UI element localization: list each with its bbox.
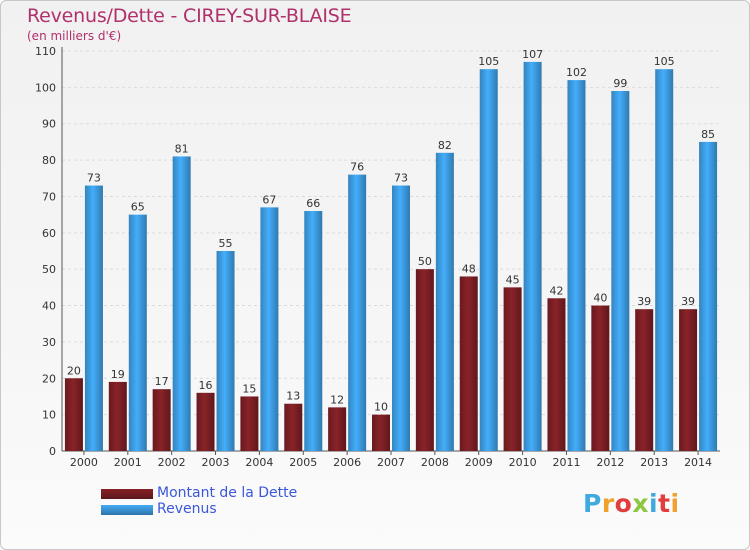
bar-revenus xyxy=(655,69,674,451)
bar-revenus xyxy=(172,156,191,452)
data-label: 15 xyxy=(242,382,256,395)
legend-label-dette: Montant de la Dette xyxy=(157,485,298,501)
data-label: 40 xyxy=(593,292,607,305)
data-label: 19 xyxy=(111,368,125,381)
data-label: 65 xyxy=(131,201,145,214)
x-tick-label: 2009 xyxy=(465,456,493,469)
y-tick-label: 20 xyxy=(42,372,56,385)
data-label: 76 xyxy=(350,161,364,174)
bar-revenus xyxy=(479,69,498,451)
data-label: 45 xyxy=(506,273,520,286)
x-tick-label: 2001 xyxy=(114,456,142,469)
y-tick-label: 30 xyxy=(42,336,56,349)
data-label: 102 xyxy=(566,66,587,79)
legend-swatch-dette xyxy=(101,489,153,499)
proxiti-logo: Proxiti xyxy=(583,489,680,518)
chart-title: Revenus/Dette - CIREY-SUR-BLAISE xyxy=(27,5,352,27)
x-tick-label: 2008 xyxy=(421,456,449,469)
legend-label-revenus: Revenus xyxy=(157,501,217,517)
legend-swatch-revenus xyxy=(101,505,153,515)
x-tick-label: 2013 xyxy=(640,456,668,469)
data-label: 99 xyxy=(613,77,627,90)
x-tick-label: 2010 xyxy=(509,456,537,469)
bar-dette xyxy=(591,305,610,451)
bar-dette xyxy=(503,287,522,451)
bar-dette xyxy=(196,392,215,451)
data-label: 55 xyxy=(219,237,233,250)
bar-dette xyxy=(679,309,698,451)
data-label: 16 xyxy=(199,379,213,392)
x-tick-label: 2002 xyxy=(158,456,186,469)
data-label: 39 xyxy=(637,295,651,308)
x-tick-label: 2003 xyxy=(202,456,230,469)
data-label: 105 xyxy=(654,55,675,68)
bar-dette xyxy=(459,276,478,451)
data-label: 81 xyxy=(175,142,189,155)
y-tick-label: 60 xyxy=(42,227,56,240)
x-tick-label: 2006 xyxy=(333,456,361,469)
x-tick-label: 2007 xyxy=(377,456,405,469)
x-tick-label: 2004 xyxy=(245,456,273,469)
data-label: 50 xyxy=(418,255,432,268)
y-tick-label: 0 xyxy=(49,445,56,458)
data-label: 39 xyxy=(681,295,695,308)
bar-revenus xyxy=(523,61,542,452)
x-tick-label: 2011 xyxy=(552,456,580,469)
y-tick-label: 110 xyxy=(35,45,56,58)
bar-dette xyxy=(328,407,347,451)
y-tick-label: 90 xyxy=(42,118,56,131)
data-label: 12 xyxy=(330,393,344,406)
bar-dette xyxy=(415,269,434,451)
x-tick-label: 2014 xyxy=(684,456,712,469)
bar-revenus xyxy=(611,91,630,451)
y-tick-label: 100 xyxy=(35,81,56,94)
chart-subtitle: (en milliers d'€) xyxy=(27,29,122,43)
data-label: 107 xyxy=(522,48,543,61)
data-label: 105 xyxy=(478,55,499,68)
data-label: 42 xyxy=(549,284,563,297)
data-label: 73 xyxy=(87,172,101,185)
y-tick-label: 80 xyxy=(42,154,56,167)
data-label: 66 xyxy=(306,197,320,210)
bar-revenus xyxy=(348,174,367,452)
data-label: 17 xyxy=(155,375,169,388)
bar-dette xyxy=(240,396,259,451)
bar-dette xyxy=(372,414,390,451)
data-label: 82 xyxy=(438,139,452,152)
x-tick-label: 2012 xyxy=(596,456,624,469)
y-tick-label: 70 xyxy=(42,190,56,203)
data-label: 13 xyxy=(286,390,300,403)
y-tick-label: 10 xyxy=(42,409,56,422)
bar-revenus xyxy=(216,251,235,451)
data-label: 67 xyxy=(262,193,276,206)
data-label: 48 xyxy=(462,262,476,275)
bar-revenus xyxy=(128,214,147,451)
bar-dette xyxy=(635,309,654,451)
data-label: 85 xyxy=(701,128,715,141)
bar-dette xyxy=(547,298,566,451)
data-label: 73 xyxy=(394,172,408,185)
bar-revenus xyxy=(260,207,279,451)
bar-dette xyxy=(64,378,83,451)
bar-revenus xyxy=(392,185,410,451)
bar-revenus xyxy=(567,80,586,451)
data-label: 20 xyxy=(67,364,81,377)
bar-dette xyxy=(284,403,303,451)
x-tick-label: 2005 xyxy=(289,456,317,469)
bar-revenus xyxy=(84,185,103,451)
y-tick-label: 50 xyxy=(42,263,56,276)
data-label: 10 xyxy=(374,401,388,414)
bar-dette xyxy=(108,381,127,451)
bar-revenus xyxy=(699,141,718,451)
y-tick-label: 40 xyxy=(42,300,56,313)
bar-revenus xyxy=(435,152,454,451)
bar-dette xyxy=(152,389,171,451)
bar-revenus xyxy=(304,211,323,451)
x-tick-label: 2000 xyxy=(70,456,98,469)
